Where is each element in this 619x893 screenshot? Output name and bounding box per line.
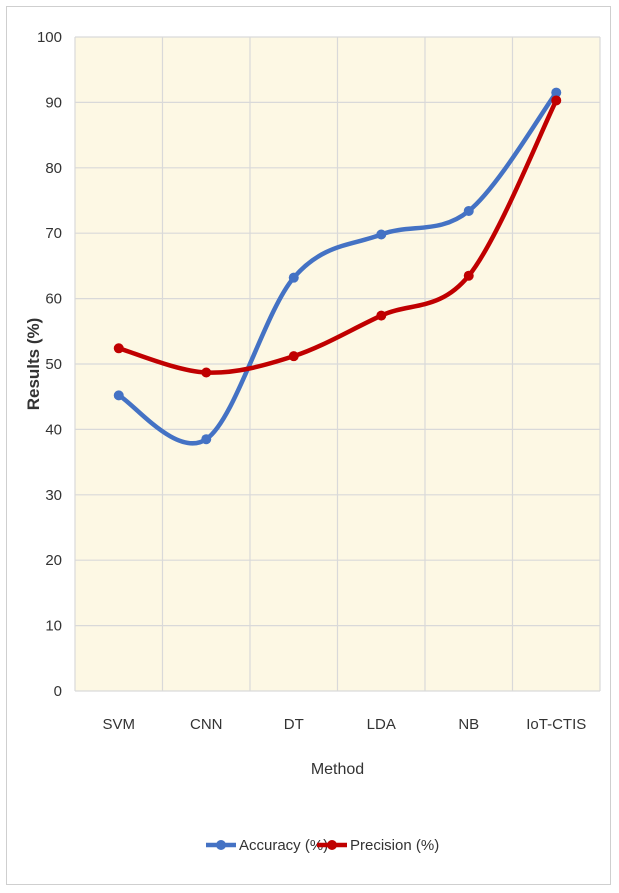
data-point <box>201 367 212 378</box>
y-tick-label: 60 <box>45 291 62 308</box>
legend-item: Accuracy (%) <box>206 837 328 854</box>
x-tick-label: CNN <box>190 716 223 733</box>
data-point <box>463 270 474 281</box>
y-axis-title: Results (%) <box>24 318 43 411</box>
x-tick-label: LDA <box>367 716 396 733</box>
y-axis-ticks: 0 10 20 30 40 50 60 70 80 90 100 <box>37 29 62 700</box>
data-point <box>551 95 562 106</box>
data-point <box>463 205 474 216</box>
legend-marker <box>216 840 226 850</box>
x-axis-title: Method <box>311 761 364 778</box>
y-tick-label: 40 <box>45 421 62 438</box>
y-tick-label: 50 <box>45 356 62 373</box>
legend-item: Precision (%) <box>317 837 439 854</box>
x-tick-label: NB <box>458 716 479 733</box>
y-tick-label: 0 <box>54 683 62 700</box>
legend: Accuracy (%) Precision (%) <box>206 837 439 854</box>
data-point <box>288 272 299 283</box>
series-line <box>113 87 562 446</box>
series-path <box>116 90 559 446</box>
y-tick-label: 70 <box>45 225 62 242</box>
y-tick-label: 30 <box>45 487 62 504</box>
legend-label: Precision (%) <box>350 837 439 854</box>
series-line <box>113 95 562 378</box>
data-point <box>113 390 124 401</box>
data-point <box>551 87 562 98</box>
legend-marker <box>327 840 337 850</box>
data-point <box>201 434 212 445</box>
x-tick-label: SVM <box>102 716 135 733</box>
y-tick-label: 90 <box>45 94 62 111</box>
legend-label: Accuracy (%) <box>239 837 328 854</box>
x-tick-label: DT <box>284 716 304 733</box>
series-group <box>113 87 562 446</box>
data-point <box>376 310 387 321</box>
y-tick-label: 10 <box>45 618 62 635</box>
y-tick-label: 20 <box>45 552 62 569</box>
x-axis-ticks: SVM CNN DT LDA NB IoT-CTIS <box>102 716 586 733</box>
x-tick-label: IoT-CTIS <box>526 716 586 733</box>
data-point <box>288 351 299 362</box>
data-point <box>113 343 124 354</box>
y-tick-label: 80 <box>45 160 62 177</box>
data-point <box>376 229 387 240</box>
y-tick-label: 100 <box>37 29 62 46</box>
